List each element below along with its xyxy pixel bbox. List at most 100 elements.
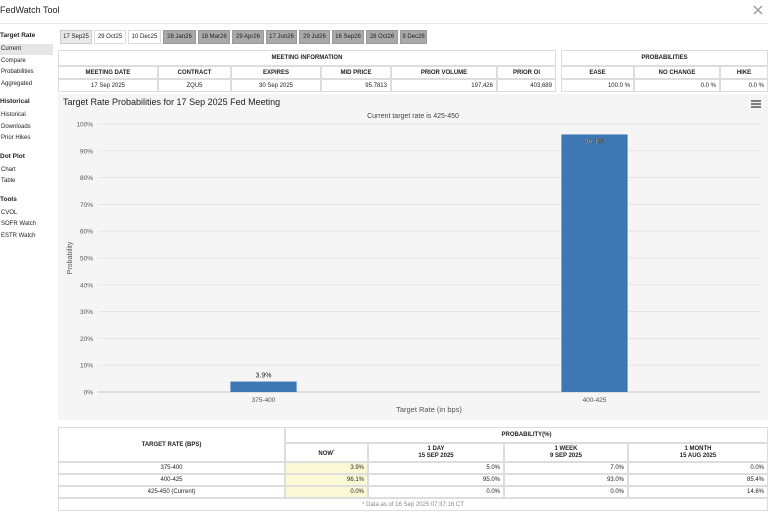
- column-header: MEETING DATE: [58, 66, 158, 79]
- table-cell[interactable]: 30 Sep 2025: [231, 79, 321, 92]
- table-cell[interactable]: ZQU5: [158, 79, 231, 92]
- date-tab[interactable]: 17 Sep25: [60, 30, 92, 44]
- period-label: NOW*: [318, 448, 335, 457]
- date-tab[interactable]: 17 Jun26: [266, 30, 297, 44]
- table-cell[interactable]: 0.0%: [504, 486, 628, 498]
- column-header: NOW*: [285, 443, 368, 462]
- sidebar-nav-item[interactable]: Table: [1, 178, 16, 184]
- sidebar-heading: Target Rate: [0, 32, 36, 39]
- column-header: 1 MONTH 15 AUG 2025: [628, 443, 768, 462]
- sidebar-nav-item[interactable]: ESTR Watch: [1, 232, 36, 239]
- table-cell[interactable]: 0.0 %: [634, 79, 720, 92]
- y-tick-label: 60%: [80, 229, 93, 236]
- column-header: 1 DAY 15 SEP 2025: [368, 443, 504, 462]
- date-tab[interactable]: 10 Dec25: [128, 30, 161, 44]
- table-cell[interactable]: 0.0 %: [720, 79, 768, 92]
- date-tab[interactable]: 28 Oct26: [366, 30, 398, 44]
- data-label: 96.1%: [585, 138, 605, 145]
- y-tick-label: 70%: [80, 202, 93, 209]
- bar: [230, 381, 297, 392]
- period-label: 1 DAY: [427, 445, 445, 452]
- top-bar: [0, 0, 768, 24]
- footnote: * Data as of 16 Sep 2025 07:37:16 CT: [58, 498, 768, 511]
- table-cell[interactable]: 5.0%: [368, 462, 504, 474]
- column-header: PRIOR VOLUME: [391, 66, 497, 79]
- menu-icon[interactable]: [751, 100, 761, 108]
- table-cell[interactable]: 375-400: [58, 462, 285, 474]
- data-label: 3.9%: [256, 373, 272, 380]
- column-header: TARGET RATE (BPS): [58, 427, 285, 462]
- period-date: 9 SEP 2025: [550, 452, 582, 459]
- table-cell[interactable]: 95.0%: [368, 474, 504, 486]
- sidebar-nav-item[interactable]: Historical: [1, 112, 26, 118]
- date-tab[interactable]: 18 Mar26: [198, 30, 230, 44]
- x-axis-label: Target Rate (in bps): [396, 405, 462, 414]
- date-tab[interactable]: 29 Oct25: [94, 30, 126, 44]
- table-cell[interactable]: 400-425: [58, 474, 285, 486]
- probabilities-title: PROBABILITIES: [561, 50, 768, 66]
- sidebar-nav-item[interactable]: Prior Hikes: [1, 135, 31, 141]
- table-cell[interactable]: 0.0%: [285, 486, 368, 498]
- x-tick-label: 375-400: [252, 397, 276, 404]
- y-tick-label: 20%: [80, 336, 93, 343]
- period-date: 15 SEP 2025: [418, 452, 454, 459]
- app-title: FedWatch Tool: [0, 5, 60, 15]
- table-cell[interactable]: 197,426: [391, 79, 497, 92]
- date-tab[interactable]: 28 Jan26: [163, 30, 196, 44]
- y-tick-label: 0%: [84, 390, 94, 397]
- bar: [561, 134, 628, 392]
- table-cell[interactable]: 425-450 (Current): [58, 486, 285, 498]
- column-header: MID PRICE: [321, 66, 391, 79]
- table-cell[interactable]: 7.0%: [504, 462, 628, 474]
- chart-subtitle: Current target rate is 425-450: [367, 113, 459, 120]
- sidebar-nav-item[interactable]: Probabilities: [1, 69, 34, 75]
- period-date: 15 AUG 2025: [679, 452, 717, 459]
- sidebar-heading: Dot Plot: [0, 152, 25, 160]
- date-tab[interactable]: 9 Dec26: [400, 30, 427, 44]
- sidebar-nav-item[interactable]: Current: [0, 44, 53, 55]
- table-cell[interactable]: 403,689: [497, 79, 556, 92]
- column-header: HIKE: [720, 66, 768, 79]
- column-header: EXPIRES: [231, 66, 321, 79]
- column-header: EASE: [561, 66, 634, 79]
- table-cell[interactable]: 0.0%: [368, 486, 504, 498]
- y-tick-label: 50%: [80, 256, 93, 263]
- column-header: PRIOR OI: [497, 66, 556, 79]
- date-tab[interactable]: 16 Sep26: [332, 30, 364, 44]
- table-cell[interactable]: 3.9%: [285, 462, 368, 474]
- sidebar-nav-item[interactable]: CVOL: [1, 209, 18, 216]
- y-tick-label: 30%: [80, 309, 93, 316]
- y-tick-label: 10%: [80, 363, 93, 370]
- y-tick-label: 90%: [80, 148, 93, 155]
- sidebar-nav-item[interactable]: Aggregated: [1, 80, 33, 87]
- sidebar-nav-item[interactable]: Downloads: [1, 123, 31, 130]
- chart: Target Rate Probabilities for 17 Sep 202…: [58, 94, 768, 420]
- sidebar-heading: Tools: [0, 195, 17, 203]
- chart-title: Target Rate Probabilities for 17 Sep 202…: [63, 97, 280, 107]
- table-cell[interactable]: 93.0%: [504, 474, 628, 486]
- column-header: NO CHANGE: [634, 66, 720, 79]
- sidebar-nav-item[interactable]: Compare: [1, 57, 26, 64]
- table-cell[interactable]: 0.0%: [628, 462, 768, 474]
- table-cell[interactable]: 100.0 %: [561, 79, 634, 92]
- date-tab[interactable]: 29 Jul26: [299, 30, 330, 44]
- footnote-marker: *: [333, 448, 335, 453]
- period-label: 1 MONTH: [684, 445, 712, 452]
- y-tick-label: 80%: [80, 175, 93, 182]
- y-axis-label: Probability: [67, 241, 74, 274]
- meeting-info-title: MEETING INFORMATION: [58, 50, 556, 66]
- date-tab[interactable]: 29 Apr26: [232, 30, 264, 44]
- column-header: CONTRACT: [158, 66, 231, 79]
- table-cell[interactable]: 85.4%: [628, 474, 768, 486]
- table-cell[interactable]: 96.1%: [285, 474, 368, 486]
- sidebar-nav-item[interactable]: Chart: [1, 166, 16, 173]
- table-cell[interactable]: 95.7813: [321, 79, 391, 92]
- y-tick-label: 100%: [76, 122, 93, 129]
- table-cell[interactable]: 14.6%: [628, 486, 768, 498]
- y-tick-label: 40%: [80, 282, 93, 289]
- column-group-header: PROBABILITY(%): [285, 427, 768, 443]
- table-cell[interactable]: 17 Sep 2025: [58, 79, 158, 92]
- close-button[interactable]: [753, 5, 763, 15]
- sidebar-nav-item[interactable]: SOFR Watch: [1, 221, 37, 227]
